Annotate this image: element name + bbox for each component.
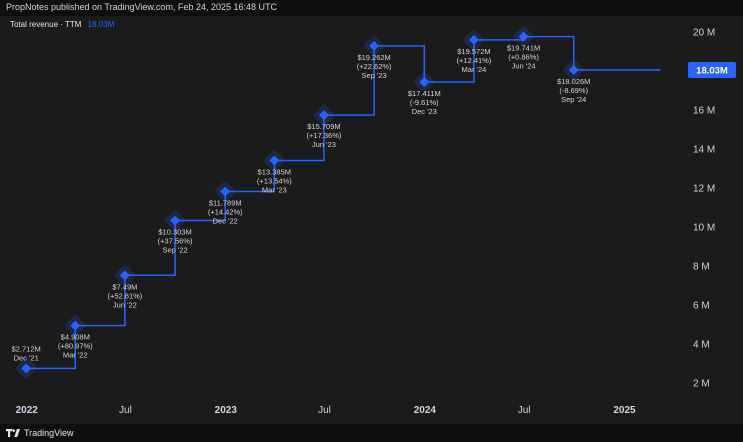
data-point xyxy=(568,65,579,75)
y-tick-label: 16 M xyxy=(693,106,715,117)
publisher-text: PropNotes published on TradingView.com, … xyxy=(6,2,277,12)
y-tick-label: 8 M xyxy=(693,261,710,272)
chart-panel: 2 M4 M6 M8 M10 M12 M14 M16 M18 M20 M2022… xyxy=(0,16,743,424)
data-label: Mar '22 xyxy=(63,351,88,360)
data-label: Dec '21 xyxy=(14,353,39,362)
y-tick-label: 6 M xyxy=(693,300,710,311)
data-label: (+80.97%) xyxy=(58,342,93,351)
data-label: $4.908M xyxy=(61,333,90,342)
footer-bar: TradingView xyxy=(0,424,743,442)
x-tick-label: 2022 xyxy=(16,405,39,416)
data-label: $18.026M xyxy=(557,77,590,86)
legend-title: Total revenue · TTM xyxy=(10,20,82,29)
x-tick-label: Jul xyxy=(318,405,331,416)
x-tick-label: 2024 xyxy=(414,405,437,416)
tradingview-brand[interactable]: TradingView xyxy=(6,428,74,438)
last-value-badge-text: 18.03M xyxy=(696,66,728,77)
brand-text: TradingView xyxy=(24,428,74,438)
x-tick-label: 2023 xyxy=(215,405,238,416)
data-label: $11.789M xyxy=(209,199,242,208)
data-label: (+12.41%) xyxy=(457,56,492,65)
x-tick-label: Jul xyxy=(119,405,132,416)
y-tick-label: 14 M xyxy=(693,144,715,155)
data-label: (+37.56%) xyxy=(158,237,193,246)
revenue-chart[interactable]: 2 M4 M6 M8 M10 M12 M14 M16 M18 M20 M2022… xyxy=(0,16,743,424)
x-tick-label: Jul xyxy=(518,405,531,416)
data-label: Sep '22 xyxy=(162,246,187,255)
header-bar: PropNotes published on TradingView.com, … xyxy=(0,0,743,16)
data-label: (+22.62%) xyxy=(357,62,392,71)
data-label: (+14.42%) xyxy=(208,208,243,217)
data-label: (-8.69%) xyxy=(559,86,588,95)
data-label: (-9.61%) xyxy=(410,98,439,107)
data-label: (+0.86%) xyxy=(508,53,539,62)
data-label: Jun '23 xyxy=(312,140,336,149)
data-point xyxy=(220,186,231,197)
data-label: $15.709M xyxy=(307,122,340,131)
y-tick-label: 4 M xyxy=(693,339,710,350)
y-tick-label: 20 M xyxy=(693,28,715,39)
data-label: (+17.36%) xyxy=(307,131,342,140)
data-label: Jun '22 xyxy=(113,300,137,309)
y-tick-label: 2 M xyxy=(693,378,710,389)
y-tick-label: 12 M xyxy=(693,183,715,194)
data-label: $10.303M xyxy=(158,228,191,237)
data-point xyxy=(170,215,181,226)
y-tick-label: 10 M xyxy=(693,222,715,233)
data-label: (+52.61%) xyxy=(107,291,142,300)
data-label: $19.262M xyxy=(357,53,390,62)
chart-legend: Total revenue · TTM 18.03M xyxy=(10,20,114,29)
data-label: Mar '24 xyxy=(462,65,487,74)
data-label: $19.572M xyxy=(457,47,490,56)
data-label: $19.741M xyxy=(507,44,540,53)
last-value-badge xyxy=(688,62,736,79)
data-label: $17.411M xyxy=(408,89,441,98)
x-tick-label: 2025 xyxy=(613,405,636,416)
data-label: Mar '23 xyxy=(262,185,287,194)
data-label: $2.712M xyxy=(12,344,41,353)
data-point xyxy=(518,31,529,42)
data-label: $13.385M xyxy=(258,167,291,176)
data-label: Sep '23 xyxy=(362,71,387,80)
data-label: Sep '24 xyxy=(561,95,586,104)
data-label: Dec '22 xyxy=(213,217,238,226)
data-point xyxy=(269,155,280,166)
tradingview-logo-icon xyxy=(6,429,20,437)
data-label: (+13.54%) xyxy=(257,176,292,185)
data-label: Jun '24 xyxy=(512,62,536,71)
data-label: $7.49M xyxy=(112,282,137,291)
legend-value: 18.03M xyxy=(87,20,115,29)
data-label: Dec '23 xyxy=(412,107,437,116)
